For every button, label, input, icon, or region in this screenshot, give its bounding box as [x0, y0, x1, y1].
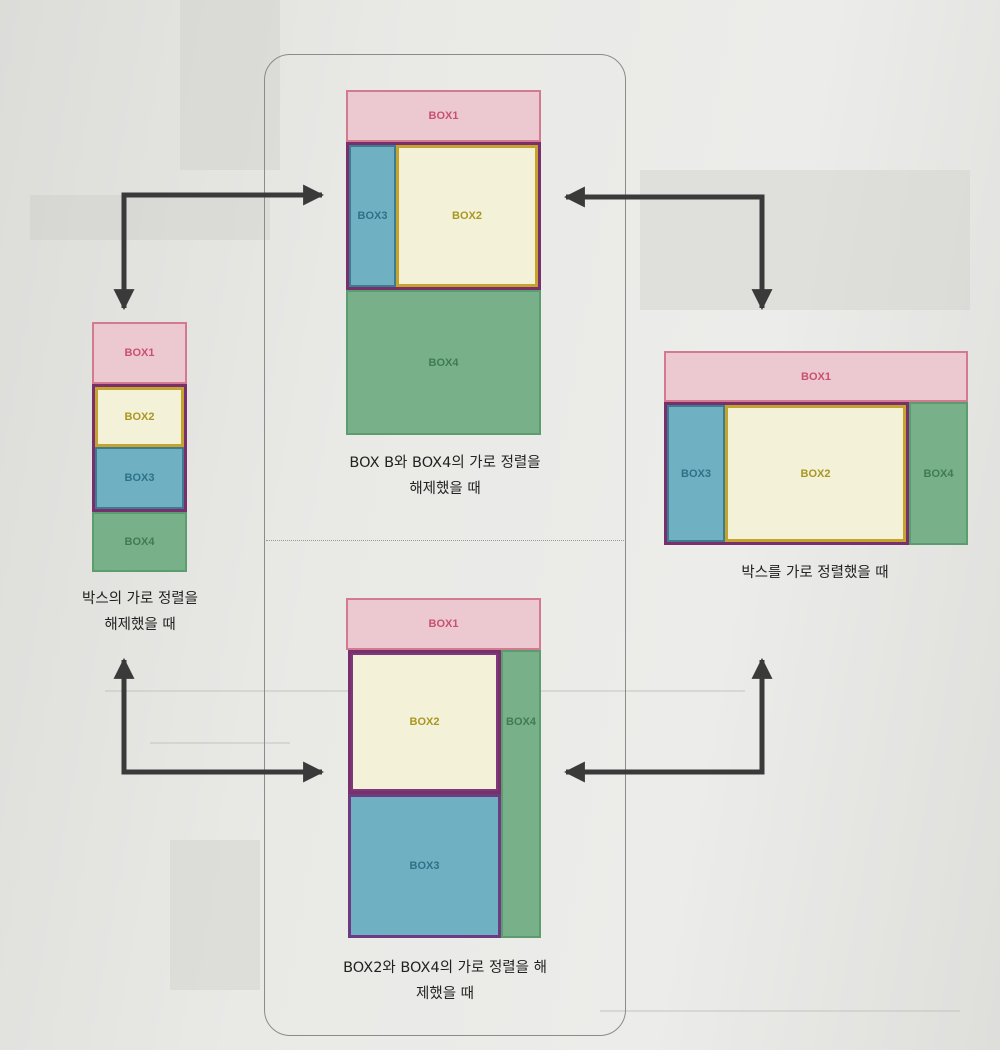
- arrow-left-to-bottom-center: [113, 657, 325, 783]
- box1: BOX1: [664, 351, 968, 402]
- box3: BOX3: [349, 145, 396, 287]
- caption-line: BOX2와 BOX4의 가로 정렬을 해: [343, 960, 547, 976]
- box3: BOX3: [348, 794, 501, 938]
- caption-line: 제했을 때: [416, 986, 474, 1002]
- center-panel-frame: [264, 54, 626, 1036]
- caption-left: 박스의 가로 정렬을 해제했을 때: [40, 586, 240, 638]
- box1: BOX1: [346, 90, 541, 142]
- box4-label: BOX4: [506, 716, 536, 728]
- box3-label: BOX3: [409, 860, 440, 872]
- caption-line: 해제했을 때: [409, 481, 481, 497]
- caption-top-center: BOX B와 BOX4의 가로 정렬을 해제했을 때: [292, 450, 598, 502]
- box4: BOX4: [501, 650, 541, 938]
- caption-line: 박스를 가로 정렬했을 때: [741, 565, 889, 581]
- arrow-top-center-to-right: [563, 186, 773, 311]
- box3-label: BOX3: [357, 210, 388, 222]
- box3-label: BOX3: [681, 467, 711, 480]
- arrow-bottom-center-to-right: [563, 657, 773, 783]
- box2: BOX2: [95, 387, 184, 447]
- box-group: [664, 402, 909, 545]
- box2: BOX2: [396, 145, 538, 287]
- background-faded-block: [170, 840, 260, 990]
- background-faded-block: [180, 0, 280, 170]
- box1-label: BOX1: [801, 370, 831, 383]
- box3-label: BOX3: [124, 472, 155, 484]
- box4: BOX4: [92, 512, 187, 572]
- box4-label: BOX4: [428, 356, 459, 369]
- caption-line: 해제했을 때: [104, 617, 176, 633]
- box-b-group: [346, 142, 541, 290]
- center-panel-divider: [266, 540, 624, 541]
- box2-label: BOX2: [124, 411, 155, 423]
- box4-label: BOX4: [124, 536, 155, 548]
- box2-label: BOX2: [800, 467, 831, 480]
- box2: BOX2: [725, 405, 906, 542]
- box2: BOX2: [348, 650, 501, 794]
- caption-line: 박스의 가로 정렬을: [82, 591, 198, 607]
- box4-label: BOX4: [923, 467, 954, 480]
- caption-bottom-center: BOX2와 BOX4의 가로 정렬을 해 제했을 때: [292, 955, 598, 1007]
- box1: BOX1: [346, 598, 541, 650]
- box1-label: BOX1: [124, 347, 155, 359]
- box3: BOX3: [95, 447, 184, 509]
- box1: BOX1: [92, 322, 187, 384]
- caption-right: 박스를 가로 정렬했을 때: [680, 560, 950, 586]
- box1-label: BOX1: [428, 618, 459, 630]
- box2-label: BOX2: [409, 716, 440, 728]
- box2-label: BOX2: [452, 210, 482, 222]
- box3: BOX3: [667, 405, 725, 542]
- box4: BOX4: [346, 290, 541, 435]
- box-group: [92, 384, 187, 512]
- background-faded-line: [600, 1010, 960, 1012]
- box1-label: BOX1: [428, 110, 459, 122]
- caption-line: BOX B와 BOX4의 가로 정렬을: [349, 455, 541, 471]
- box4: BOX4: [909, 402, 968, 545]
- arrow-left-to-top-center: [113, 184, 325, 311]
